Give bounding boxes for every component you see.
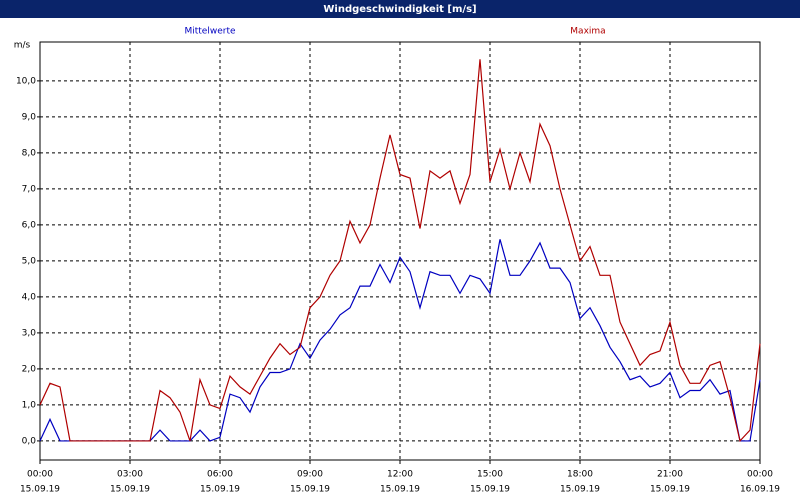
x-tick-date: 15.09.19: [110, 485, 150, 495]
y-tick-label: 6,0: [22, 220, 37, 230]
x-tick-label: 00:00: [27, 470, 53, 480]
x-tick-date: 15.09.19: [650, 485, 690, 495]
x-tick-label: 09:00: [297, 470, 323, 480]
x-tick-date: 15.09.19: [380, 485, 420, 495]
x-tick-date: 15.09.19: [20, 485, 60, 495]
y-axis-label: m/s: [14, 41, 31, 51]
y-tick-label: 8,0: [22, 148, 37, 158]
y-tick-label: 9,0: [22, 112, 37, 122]
chart-title: Windgeschwindigkeit [m/s]: [323, 4, 476, 15]
x-tick-date: 15.09.19: [560, 485, 600, 495]
y-tick-label: 1,0: [22, 400, 37, 410]
y-tick-label: 0,0: [22, 436, 37, 446]
y-tick-label: 2,0: [22, 364, 37, 374]
x-tick-date: 16.09.19: [740, 485, 780, 495]
y-tick-label: 7,0: [22, 184, 37, 194]
x-tick-label: 21:00: [657, 470, 683, 480]
x-tick-label: 18:00: [567, 470, 593, 480]
x-tick-date: 15.09.19: [200, 485, 240, 495]
x-tick-date: 15.09.19: [470, 485, 510, 495]
y-tick-label: 5,0: [22, 256, 37, 266]
series-line: [39, 239, 761, 442]
series-line: [39, 59, 761, 443]
y-tick-label: 4,0: [22, 292, 37, 302]
title-bar: [0, 0, 800, 18]
x-tick-label: 06:00: [207, 470, 233, 480]
x-tick-date: 15.09.19: [290, 485, 330, 495]
y-tick-label: 3,0: [22, 328, 37, 338]
x-tick-label: 00:00: [747, 470, 773, 480]
x-tick-label: 12:00: [387, 470, 413, 480]
y-tick-label: 10,0: [16, 76, 36, 86]
x-tick-label: 15:00: [477, 470, 503, 480]
legend-label: Mittelwerte: [184, 27, 235, 37]
x-tick-label: 03:00: [117, 470, 143, 480]
legend-label: Maxima: [570, 27, 605, 37]
